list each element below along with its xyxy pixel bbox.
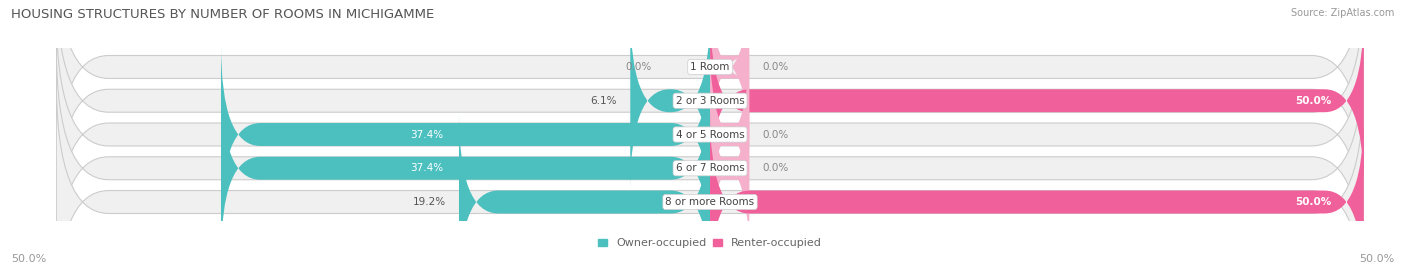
FancyBboxPatch shape xyxy=(710,0,749,157)
FancyBboxPatch shape xyxy=(221,79,710,258)
Text: Source: ZipAtlas.com: Source: ZipAtlas.com xyxy=(1291,8,1395,18)
FancyBboxPatch shape xyxy=(710,112,1364,269)
FancyBboxPatch shape xyxy=(56,79,1364,269)
Text: 2 or 3 Rooms: 2 or 3 Rooms xyxy=(676,96,744,106)
Legend: Owner-occupied, Renter-occupied: Owner-occupied, Renter-occupied xyxy=(593,234,827,253)
FancyBboxPatch shape xyxy=(221,45,710,224)
FancyBboxPatch shape xyxy=(710,79,749,258)
Text: 0.0%: 0.0% xyxy=(762,62,789,72)
FancyBboxPatch shape xyxy=(56,11,1364,258)
Text: 50.0%: 50.0% xyxy=(1295,96,1331,106)
FancyBboxPatch shape xyxy=(56,45,1364,269)
Text: 1 Room: 1 Room xyxy=(690,62,730,72)
Text: 37.4%: 37.4% xyxy=(409,163,443,173)
Text: 50.0%: 50.0% xyxy=(1295,197,1331,207)
Text: HOUSING STRUCTURES BY NUMBER OF ROOMS IN MICHIGAMME: HOUSING STRUCTURES BY NUMBER OF ROOMS IN… xyxy=(11,8,434,21)
FancyBboxPatch shape xyxy=(710,11,1364,190)
Text: 6.1%: 6.1% xyxy=(591,96,617,106)
Text: 6 or 7 Rooms: 6 or 7 Rooms xyxy=(676,163,744,173)
Text: 0.0%: 0.0% xyxy=(624,62,651,72)
Text: 4 or 5 Rooms: 4 or 5 Rooms xyxy=(676,129,744,140)
Text: 50.0%: 50.0% xyxy=(11,254,46,264)
Text: 8 or more Rooms: 8 or more Rooms xyxy=(665,197,755,207)
Text: 50.0%: 50.0% xyxy=(1360,254,1395,264)
Text: 37.4%: 37.4% xyxy=(409,129,443,140)
FancyBboxPatch shape xyxy=(56,0,1364,190)
FancyBboxPatch shape xyxy=(458,112,710,269)
FancyBboxPatch shape xyxy=(710,45,749,224)
Text: 0.0%: 0.0% xyxy=(762,129,789,140)
Text: 19.2%: 19.2% xyxy=(413,197,446,207)
FancyBboxPatch shape xyxy=(630,11,710,190)
Text: 0.0%: 0.0% xyxy=(762,163,789,173)
FancyBboxPatch shape xyxy=(56,0,1364,224)
